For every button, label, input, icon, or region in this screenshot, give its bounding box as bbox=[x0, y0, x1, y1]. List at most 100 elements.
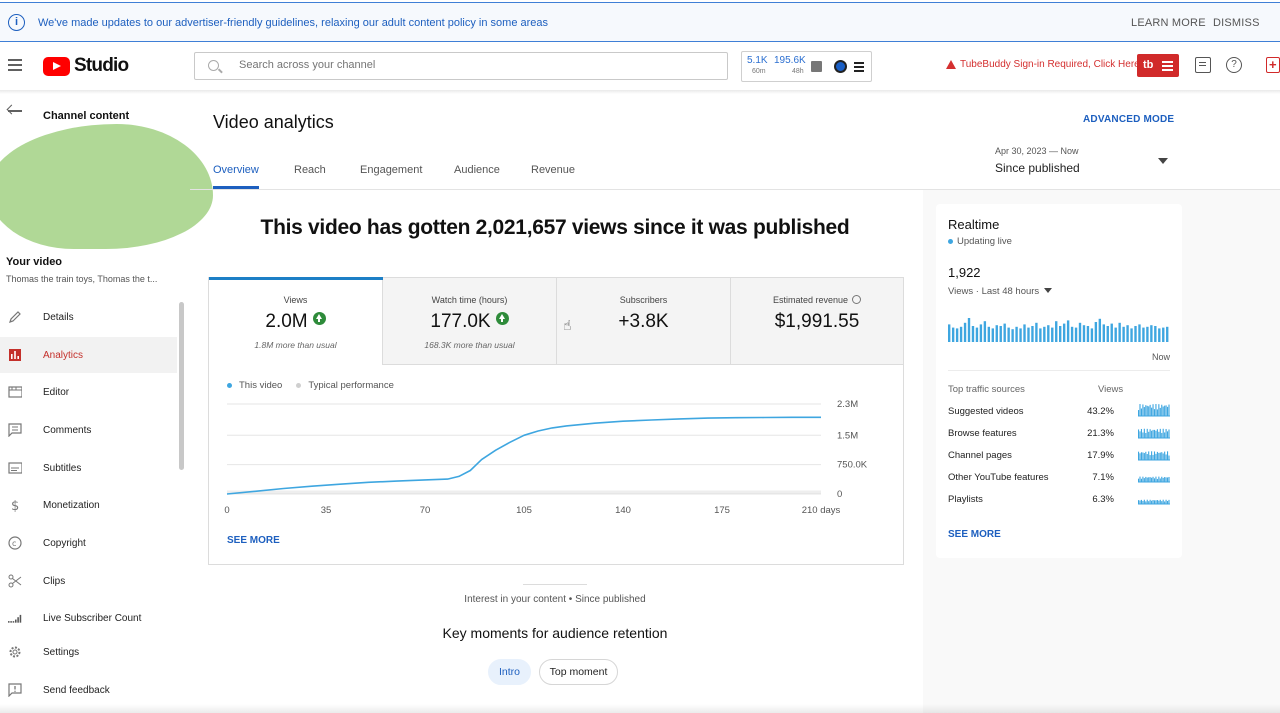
learn-more-button[interactable]: LEARN MORE bbox=[1131, 17, 1206, 29]
tab-revenue[interactable]: Revenue bbox=[531, 164, 576, 176]
sidebar-item-details[interactable]: Details bbox=[0, 299, 177, 335]
sparkline-bar bbox=[1168, 499, 1170, 504]
realtime-bar bbox=[1035, 322, 1038, 342]
sidebar-item-label: Editor bbox=[43, 387, 70, 398]
stats-widget[interactable]: 5.1K 60m 195.6K 48h bbox=[741, 51, 872, 82]
tab-reach[interactable]: Reach bbox=[294, 164, 326, 176]
sparkline-bar bbox=[1167, 477, 1169, 482]
chip-intro[interactable]: Intro bbox=[488, 659, 531, 685]
tubebuddy-warning-text: TubeBuddy Sign-in Required, Click Here bbox=[960, 59, 1140, 70]
series-line-this-video bbox=[226, 416, 821, 495]
sparkline-bar bbox=[1156, 500, 1158, 504]
tab-audience[interactable]: Audience bbox=[454, 164, 500, 176]
sparkline-bar bbox=[1162, 428, 1164, 438]
realtime-bar bbox=[1055, 321, 1058, 342]
sidebar-item-editor[interactable]: Editor bbox=[0, 374, 177, 410]
realtime-count: 1,922 bbox=[948, 265, 981, 280]
tubebuddy-label: tb bbox=[1143, 59, 1154, 71]
sidebar-item-subtitles[interactable]: Subtitles bbox=[0, 450, 177, 486]
chart-x-tick-label: 175 bbox=[714, 505, 730, 516]
video-thumbnail[interactable] bbox=[0, 124, 213, 249]
scissors-icon bbox=[8, 574, 22, 588]
metric-views[interactable]: Views 2.0M 1.8M more than usual bbox=[209, 277, 383, 365]
sidebar-item-analytics[interactable]: Analytics bbox=[0, 337, 177, 373]
sidebar-scrollbar[interactable] bbox=[179, 302, 184, 470]
clock-icon bbox=[852, 295, 862, 304]
metric-estimated-revenue[interactable]: Estimated revenue $1,991.55 bbox=[731, 278, 903, 365]
notification-banner: i We've made updates to our advertiser-f… bbox=[0, 2, 1280, 42]
live-dot-icon bbox=[948, 239, 953, 244]
traffic-source-pct: 17.9% bbox=[1087, 450, 1114, 461]
extension-icon[interactable] bbox=[834, 60, 847, 73]
sparkline-bar bbox=[1164, 451, 1166, 460]
sparkline-bar bbox=[1151, 407, 1153, 416]
sidebar-item-monetization[interactable]: $ Monetization bbox=[0, 487, 177, 523]
date-range-selector[interactable]: Apr 30, 2023 — Now Since published bbox=[995, 146, 1175, 180]
dismiss-button[interactable]: DISMISS bbox=[1213, 17, 1260, 29]
traffic-source-row[interactable]: Playlists 6.3% bbox=[948, 494, 1170, 516]
sparkline-bar bbox=[1139, 500, 1141, 504]
search-bar[interactable] bbox=[194, 52, 728, 80]
tubebuddy-button[interactable]: tb bbox=[1137, 54, 1179, 77]
signal-bars-icon bbox=[8, 614, 22, 623]
interest-subtitle: Interest in your content • Since publish… bbox=[464, 594, 646, 605]
sparkline-bar bbox=[1159, 478, 1161, 482]
tab-overview[interactable]: Overview bbox=[213, 164, 259, 176]
sparkline-bar bbox=[1148, 451, 1150, 460]
traffic-source-row[interactable]: Other YouTube features 7.1% bbox=[948, 472, 1170, 494]
realtime-bar bbox=[1162, 327, 1165, 342]
sparkline-bar bbox=[1164, 501, 1166, 504]
traffic-source-row[interactable]: Browse features 21.3% bbox=[948, 428, 1170, 450]
realtime-bar bbox=[1007, 327, 1010, 342]
tab-engagement[interactable]: Engagement bbox=[360, 164, 423, 176]
realtime-title: Realtime bbox=[948, 217, 1000, 232]
typical-performance-band bbox=[227, 490, 821, 494]
realtime-bar bbox=[991, 328, 994, 342]
sparkline-bar bbox=[1152, 454, 1154, 460]
realtime-bar bbox=[1031, 326, 1034, 342]
sparkline-bar bbox=[1143, 499, 1145, 504]
bar-chart-icon[interactable] bbox=[811, 61, 822, 72]
studio-logo[interactable]: Studio bbox=[43, 55, 129, 77]
date-range-text: Apr 30, 2023 — Now bbox=[995, 146, 1079, 156]
help-icon[interactable]: ? bbox=[1226, 57, 1242, 73]
sidebar-item-clips[interactable]: Clips bbox=[0, 563, 177, 599]
sparkline-bar bbox=[1139, 431, 1141, 438]
realtime-bar bbox=[983, 321, 987, 342]
realtime-bar bbox=[1118, 322, 1121, 342]
sidebar-item-live-subscriber-count[interactable]: Live Subscriber Count bbox=[0, 600, 177, 636]
list-menu-icon[interactable] bbox=[854, 62, 864, 74]
realtime-bar bbox=[1110, 323, 1113, 342]
feedback-icon[interactable] bbox=[1195, 57, 1211, 73]
sidebar-item-comments[interactable]: Comments bbox=[0, 412, 177, 448]
sidebar-item-copyright[interactable]: c Copyright bbox=[0, 525, 177, 561]
metric-subscribers[interactable]: Subscribers +3.8K bbox=[557, 278, 731, 365]
realtime-see-more-button[interactable]: SEE MORE bbox=[948, 529, 1001, 540]
metric-value: 177.0K bbox=[430, 311, 491, 332]
sidebar-item-send-feedback[interactable]: Send feedback bbox=[0, 672, 177, 708]
realtime-period-selector[interactable]: Views · Last 48 hours bbox=[948, 286, 1053, 297]
traffic-source-row[interactable]: Suggested videos 43.2% bbox=[948, 404, 1170, 428]
search-input[interactable] bbox=[239, 59, 709, 71]
create-icon[interactable] bbox=[1266, 57, 1280, 73]
traffic-source-row[interactable]: Channel pages 17.9% bbox=[948, 450, 1170, 472]
realtime-bar bbox=[1086, 326, 1090, 342]
metric-watch-time[interactable]: Watch time (hours) 177.0K 168.3K more th… bbox=[383, 278, 557, 365]
sparkline-bar bbox=[1138, 500, 1140, 504]
back-arrow-icon[interactable] bbox=[8, 110, 22, 112]
sidebar-item-settings[interactable]: Settings bbox=[0, 634, 177, 670]
chip-top-moment[interactable]: Top moment bbox=[539, 659, 618, 685]
menu-icon[interactable] bbox=[8, 59, 22, 71]
comment-icon bbox=[8, 423, 22, 437]
see-more-button[interactable]: SEE MORE bbox=[227, 535, 280, 546]
chart-x-tick-label: 105 bbox=[516, 505, 532, 516]
realtime-bar bbox=[1047, 325, 1050, 342]
sparkline-bar bbox=[1149, 455, 1151, 460]
advanced-mode-button[interactable]: ADVANCED MODE bbox=[1083, 114, 1175, 125]
realtime-bar bbox=[948, 324, 951, 342]
main-content: Video analytics ADVANCED MODE Overview R… bbox=[190, 94, 1280, 713]
realtime-bar bbox=[975, 327, 979, 342]
sparkline-bar bbox=[1165, 454, 1167, 460]
sparkline-bar bbox=[1140, 452, 1142, 460]
tubebuddy-warning[interactable]: TubeBuddy Sign-in Required, Click Here bbox=[946, 59, 1140, 70]
